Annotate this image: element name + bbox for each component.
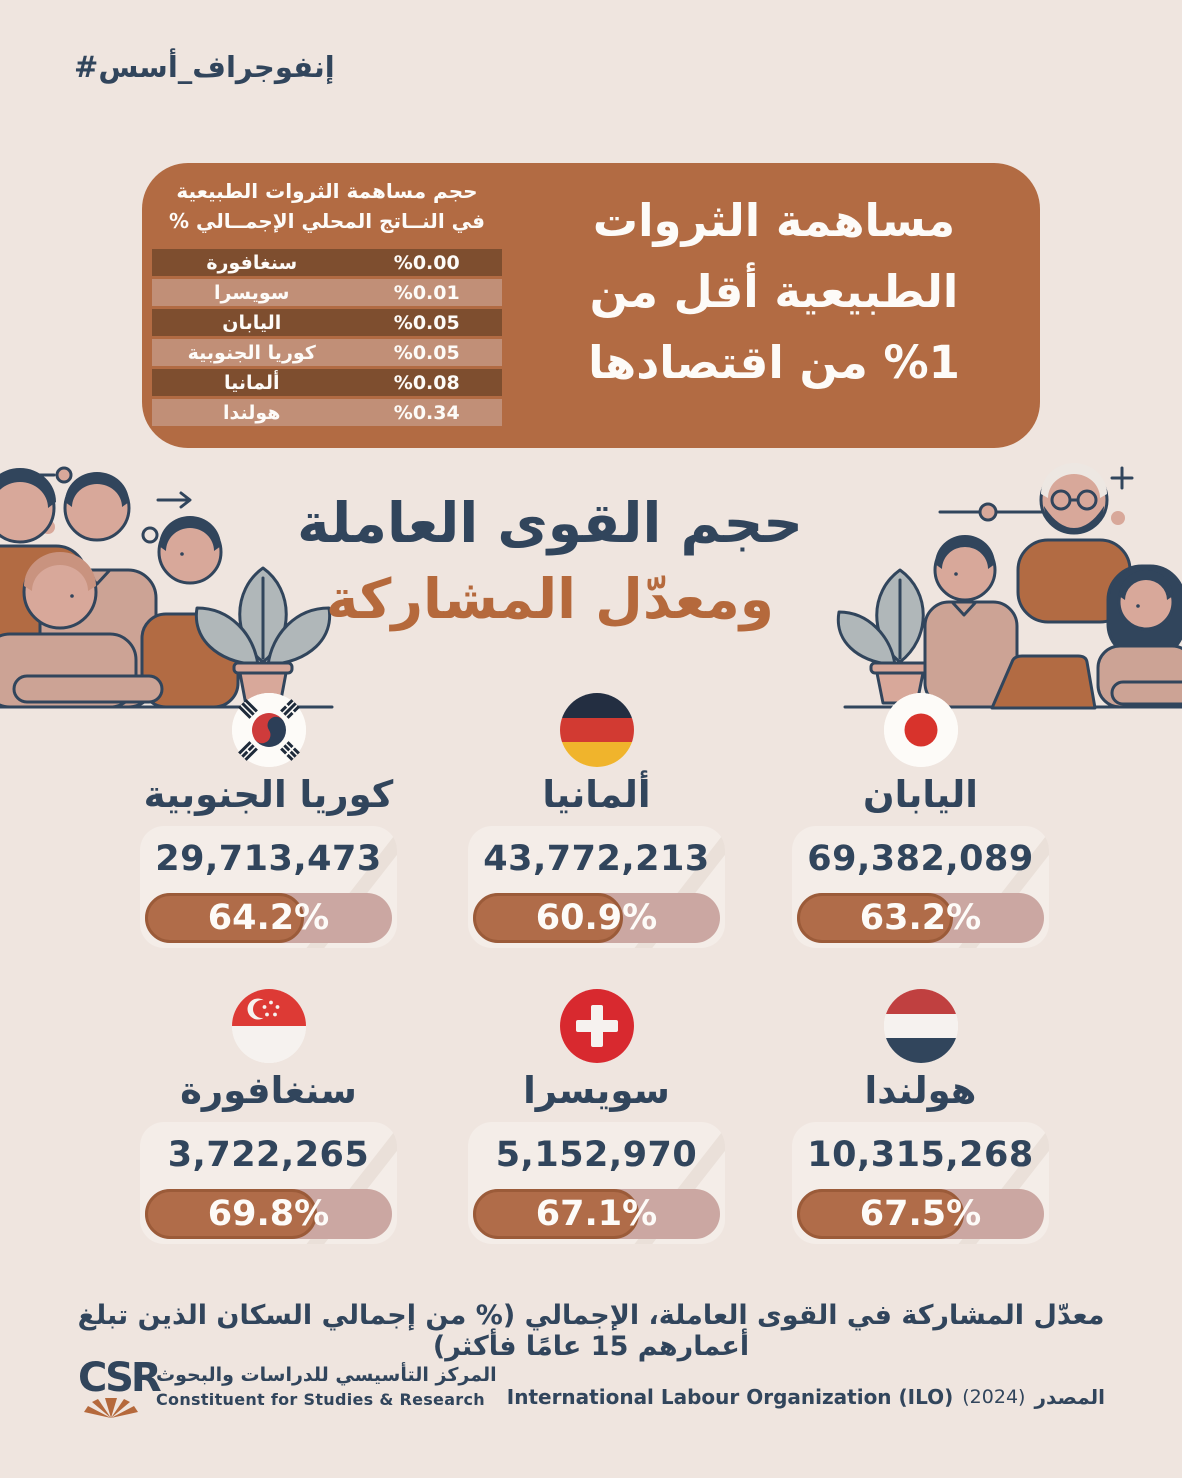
gdp-row-value: %0.00 [393,251,460,274]
hashtag-word: إنفوجراف [192,50,335,84]
participation-rate-bar: 67.5% [797,1189,1044,1240]
participation-rate-fill [145,893,304,944]
gdp-table-row: ألمانيا %0.08 [152,369,502,396]
brand-hashtag: #أسس_إنفوجراف [74,50,335,84]
organization-name-ar: المركز التأسيسي للدراسات والبحوث [156,1364,497,1386]
main-headline: مساهمة الثروات الطبيعية أقل من %1 من اقت… [534,185,1014,398]
gdp-row-country: كوريا الجنوبية [187,341,316,364]
country-card-japan: اليابان 69,382,089 63.2% [792,693,1049,949]
gdp-table-title: حجم مساهمة الثروات الطبيعية في النــاتج … [152,176,502,236]
headline-line-3: %1 من اقتصادها [588,336,960,390]
participation-rate-label: 60.9% [535,898,658,939]
participation-rate-fill [473,893,624,944]
csr-logo-text: CSR [78,1355,162,1401]
organization-name: المركز التأسيسي للدراسات والبحوث Constit… [156,1364,497,1409]
participation-rate-label: 67.5% [859,1194,982,1235]
labor-stat-card: 29,713,473 64.2% [140,826,397,949]
gdp-row-country: سويسرا [214,281,290,304]
section-title: حجم القوى العاملة ومعدّل المشاركة [160,486,940,637]
country-name: كوريا الجنوبية [143,773,394,816]
country-card-germany: ألمانيا 43,772,213 60.9% [468,693,725,949]
participation-rate-bar: 60.9% [473,893,720,944]
section-title-line1: حجم القوى العاملة [297,491,803,555]
gdp-row-value: %0.34 [393,401,460,424]
gdp-table-title-line2: في النــاتج المحلي الإجمــالي % [169,209,485,233]
labor-force-value: 5,152,970 [495,1135,698,1176]
south-korea-flag-icon [231,693,306,767]
participation-rate-fill [473,1189,639,1240]
participation-rate-label: 67.1% [535,1194,658,1235]
gdp-row-country: سنغافورة [206,251,298,274]
labor-stat-card: 3,722,265 69.8% [140,1122,397,1245]
labor-force-value: 3,722,265 [167,1135,370,1176]
labor-stat-card: 43,772,213 60.9% [468,826,725,949]
labor-force-value: 29,713,473 [155,839,382,880]
country-name: سنغافورة [180,1069,357,1112]
gdp-row-country: اليابان [222,311,282,334]
gdp-row-country: هولندا [223,401,281,424]
natural-wealth-summary-box: مساهمة الثروات الطبيعية أقل من %1 من اقت… [142,163,1040,448]
participation-rate-label: 69.8% [207,1194,330,1235]
netherlands-flag-icon [883,989,958,1063]
germany-flag-icon [559,693,634,767]
labor-stat-card: 5,152,970 67.1% [468,1122,725,1245]
gdp-row-country: ألمانيا [223,371,280,394]
country-card-switzerland: سويسرا 5,152,970 67.1% [468,989,725,1245]
participation-rate-fill [797,893,954,944]
participation-rate-bar: 69.8% [145,1189,392,1240]
participation-rate-bar: 63.2% [797,893,1044,944]
gdp-row-value: %0.01 [393,281,460,304]
singapore-flag-icon [231,989,306,1063]
gdp-table-row: سويسرا %0.01 [152,279,502,306]
gdp-row-value: %0.05 [393,311,460,334]
country-card-south-korea: كوريا الجنوبية 29,713,473 64.2% [140,693,397,949]
gdp-row-value: %0.08 [393,371,460,394]
japan-flag-icon [883,693,958,767]
source-line: International Labour Organization (ILO) … [507,1385,1105,1409]
csr-logo: CSR [78,1355,162,1422]
csr-logo-rays-icon [84,1398,138,1418]
labor-force-value: 10,315,268 [807,1135,1034,1176]
organization-name-en: Constituent for Studies & Research [156,1390,485,1409]
country-card-netherlands: هولندا 10,315,268 67.5% [792,989,1049,1245]
switzerland-flag-icon [559,989,634,1063]
country-card-singapore: سنغافورة 3,722,265 69.8% [140,989,397,1245]
participation-rate-label: 64.2% [207,898,330,939]
participation-rate-bar: 67.1% [473,1189,720,1240]
hashtag-prefix: #أسس_ [74,50,193,84]
participation-rate-label: 63.2% [859,898,982,939]
source-year: (2024) [962,1386,1026,1408]
country-name: اليابان [863,773,978,816]
gdp-table-row: هولندا %0.34 [152,399,502,426]
labor-stat-card: 69,382,089 63.2% [792,826,1049,949]
source-label: المصدر [1034,1385,1105,1409]
country-name: هولندا [864,1069,977,1112]
section-title-line2: ومعدّل المشاركة [326,567,774,632]
gdp-table: سنغافورة %0.00 سويسرا %0.01 اليابان %0.0… [152,249,502,426]
labor-force-value: 43,772,213 [483,839,710,880]
gdp-table-title-line1: حجم مساهمة الثروات الطبيعية [176,179,478,203]
gdp-table-row: كوريا الجنوبية %0.05 [152,339,502,366]
gdp-table-row: اليابان %0.05 [152,309,502,336]
headline-line-1: مساهمة الثروات [592,194,956,247]
footnote: معدّل المشاركة في القوى العاملة، الإجمال… [77,1300,1105,1362]
labor-force-value: 69,382,089 [807,839,1034,880]
country-name: سويسرا [523,1069,670,1112]
gdp-row-value: %0.05 [393,341,460,364]
country-name: ألمانيا [542,773,651,816]
people-illustration [0,463,1182,710]
gdp-table-row: سنغافورة %0.00 [152,249,502,276]
participation-rate-fill [145,1189,318,1240]
participation-rate-bar: 64.2% [145,893,392,944]
source-organization: International Labour Organization (ILO) [506,1385,954,1409]
headline-line-2: الطبيعية أقل من [589,265,959,319]
participation-rate-fill [797,1189,964,1240]
labor-stat-card: 10,315,268 67.5% [792,1122,1049,1245]
